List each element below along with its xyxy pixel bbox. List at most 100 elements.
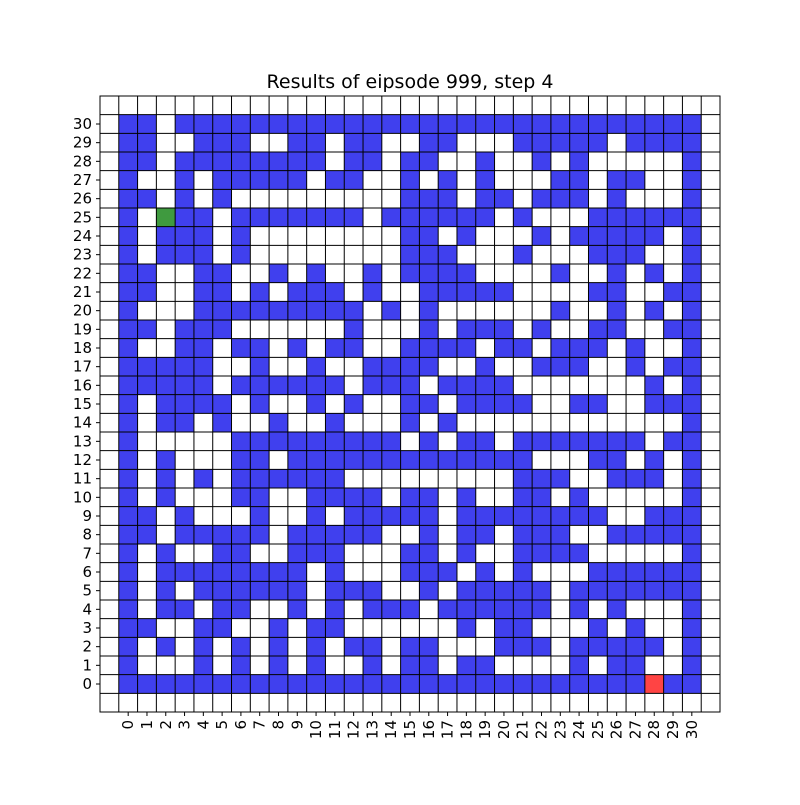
wall-cell <box>513 133 533 152</box>
open-cell <box>269 338 288 358</box>
wall-cell <box>588 282 608 302</box>
wall-cell <box>682 600 702 619</box>
open-cell <box>607 338 627 358</box>
wall-cell <box>419 581 439 600</box>
wall-cell <box>475 600 495 619</box>
wall-cell <box>456 506 476 526</box>
wall-cell <box>475 450 495 470</box>
wall-cell <box>532 544 551 563</box>
open-cell <box>287 506 307 526</box>
open-cell <box>494 133 514 152</box>
wall-cell <box>306 488 326 507</box>
open-cell <box>250 618 270 638</box>
wall-cell <box>456 581 476 600</box>
wall-cell <box>118 152 138 171</box>
open-cell <box>269 544 288 563</box>
wall-cell <box>475 282 495 302</box>
open-cell <box>475 637 495 656</box>
open-cell <box>663 637 683 656</box>
wall-cell <box>344 114 364 134</box>
wall-cell <box>644 450 664 470</box>
wall-cell <box>494 618 514 638</box>
wall-cell <box>212 301 232 320</box>
wall-cell <box>231 525 251 544</box>
wall-cell <box>682 525 702 544</box>
wall-cell <box>419 189 439 208</box>
wall-cell <box>419 264 439 283</box>
wall-cell <box>306 301 326 320</box>
wall-cell <box>419 432 439 451</box>
open-cell <box>494 413 514 432</box>
wall-cell <box>400 562 420 582</box>
wall-cell <box>363 600 382 619</box>
wall-cell <box>588 674 608 694</box>
open-cell <box>438 301 457 320</box>
open-cell <box>663 170 683 190</box>
x-tick-label: 28 <box>645 720 663 739</box>
open-cell <box>175 469 194 488</box>
wall-cell <box>607 282 627 302</box>
wall-cell <box>644 506 664 526</box>
x-tick-label: 20 <box>495 720 513 739</box>
wall-cell <box>193 301 213 320</box>
wall-cell <box>269 562 288 582</box>
wall-cell <box>682 432 702 451</box>
wall-cell <box>344 506 364 526</box>
x-tick-label: 8 <box>269 720 287 730</box>
wall-cell <box>513 450 533 470</box>
open-cell <box>569 282 589 302</box>
wall-cell <box>494 674 514 694</box>
wall-cell <box>682 208 702 227</box>
wall-cell <box>400 357 420 376</box>
wall-cell <box>306 525 326 544</box>
wall-cell <box>363 376 382 395</box>
open-cell <box>250 656 270 675</box>
open-cell <box>532 208 551 227</box>
wall-cell <box>682 152 702 171</box>
open-cell <box>550 413 570 432</box>
open-cell <box>381 152 401 171</box>
open-cell <box>306 189 326 208</box>
open-cell <box>212 637 232 656</box>
open-cell <box>325 320 345 339</box>
wall-cell <box>381 114 401 134</box>
wall-cell <box>682 226 702 246</box>
wall-cell <box>513 114 533 134</box>
open-cell <box>513 170 533 190</box>
wall-cell <box>550 469 570 488</box>
wall-cell <box>231 432 251 451</box>
wall-cell <box>438 133 457 152</box>
y-tick-label: 26 <box>73 190 92 208</box>
wall-cell <box>569 432 589 451</box>
wall-cell <box>550 432 570 451</box>
open-cell <box>400 133 420 152</box>
open-cell <box>456 152 476 171</box>
y-tick-label: 25 <box>73 208 92 226</box>
wall-cell <box>569 674 589 694</box>
wall-cell <box>344 208 364 227</box>
wall-cell <box>475 432 495 451</box>
wall-cell <box>118 376 138 395</box>
open-cell <box>626 264 645 283</box>
wall-cell <box>344 432 364 451</box>
wall-cell <box>250 562 270 582</box>
open-cell <box>175 432 194 451</box>
wall-cell <box>363 282 382 302</box>
wall-cell <box>400 394 420 414</box>
wall-cell <box>626 114 645 134</box>
wall-cell <box>325 432 345 451</box>
wall-cell <box>381 506 401 526</box>
open-cell <box>287 226 307 246</box>
wall-cell <box>306 618 326 638</box>
open-cell <box>644 357 664 376</box>
wall-cell <box>607 656 627 675</box>
open-cell <box>569 245 589 264</box>
open-cell <box>475 338 495 358</box>
wall-cell <box>381 357 401 376</box>
x-tick-label: 24 <box>570 720 588 739</box>
wall-cell <box>494 282 514 302</box>
wall-cell <box>456 376 476 395</box>
wall-cell <box>137 114 157 134</box>
y-tick-label: 6 <box>82 563 92 581</box>
wall-cell <box>269 674 288 694</box>
